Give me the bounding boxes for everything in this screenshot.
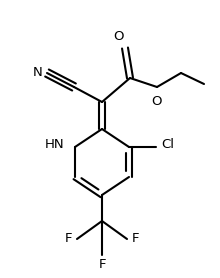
Text: F: F: [132, 232, 139, 245]
Text: O: O: [152, 95, 162, 108]
Text: HN: HN: [44, 138, 64, 152]
Text: F: F: [98, 258, 106, 271]
Text: Cl: Cl: [161, 138, 174, 150]
Text: F: F: [64, 232, 72, 245]
Text: N: N: [32, 66, 42, 80]
Text: O: O: [114, 30, 124, 43]
